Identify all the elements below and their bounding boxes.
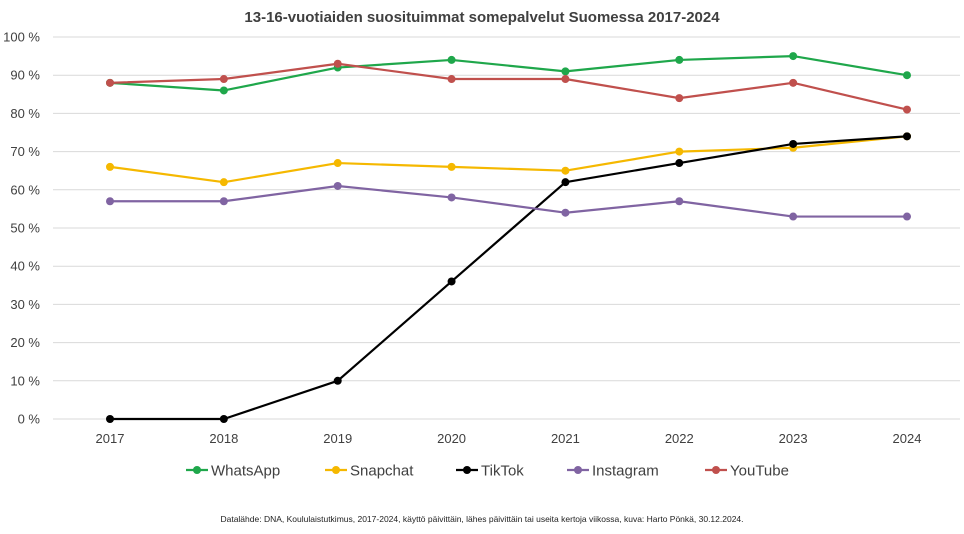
legend-label: Instagram	[592, 463, 659, 480]
data-point	[675, 159, 684, 168]
x-tick-label: 2021	[551, 431, 580, 446]
series-snapchat	[106, 132, 911, 187]
y-tick-label: 70 %	[10, 144, 40, 159]
series-line	[109, 62, 908, 111]
data-point	[106, 415, 114, 423]
data-point	[561, 166, 570, 175]
series-whatsapp	[106, 52, 911, 95]
legend-swatch-marker	[193, 466, 201, 474]
x-tick-label: 2019	[323, 431, 352, 446]
legend-swatch-marker	[574, 466, 582, 474]
source-note: Datalähde: DNA, Koululaistutkimus, 2017-…	[220, 514, 743, 524]
data-point	[789, 139, 798, 148]
data-point	[447, 162, 456, 171]
x-tick-label: 2022	[665, 431, 694, 446]
data-point	[333, 59, 342, 68]
data-point	[561, 208, 570, 217]
legend-swatch-marker	[332, 466, 340, 474]
legend-item: YouTube	[705, 463, 789, 480]
y-axis-ticks: 0 % 10 % 20 % 30 % 40 % 50 % 60 % 70 % 80 % 90 % 1…	[3, 30, 40, 427]
data-point	[219, 178, 228, 187]
data-point	[333, 376, 342, 385]
data-point	[789, 78, 798, 87]
data-point	[675, 94, 684, 103]
series-line	[110, 184, 907, 218]
data-point	[219, 75, 228, 84]
legend-label: TikTok	[481, 463, 524, 480]
y-tick-label: 100 %	[3, 30, 40, 45]
series-youtube	[106, 59, 911, 114]
data-point	[106, 78, 114, 87]
legend-label: Snapchat	[350, 463, 414, 480]
data-point	[903, 71, 911, 80]
data-point	[561, 178, 570, 187]
y-tick-label: 30 %	[10, 297, 40, 312]
data-point	[675, 55, 684, 64]
data-point	[903, 105, 911, 114]
data-point	[561, 67, 570, 76]
chart-title: 13-16-vuotiaiden suosituimmat somepalvel…	[244, 9, 720, 26]
series-line	[109, 135, 908, 184]
series-layer	[106, 52, 911, 423]
legend: WhatsApp Snapchat TikTok Instagram YouTube	[186, 463, 789, 480]
grid-lines	[53, 36, 960, 420]
legend-swatch-marker	[463, 466, 471, 474]
data-point	[675, 197, 684, 206]
data-point	[789, 212, 798, 221]
data-point	[903, 212, 911, 221]
data-point	[106, 197, 114, 206]
legend-label: WhatsApp	[211, 463, 280, 480]
series-tiktok	[106, 132, 911, 423]
data-point	[219, 415, 228, 423]
y-tick-label: 60 %	[10, 182, 40, 197]
legend-label: YouTube	[730, 463, 789, 480]
legend-item: TikTok	[456, 463, 524, 480]
data-point	[561, 75, 570, 84]
data-point	[903, 132, 911, 141]
data-point	[219, 197, 228, 206]
legend-item: WhatsApp	[186, 463, 280, 480]
x-tick-label: 2020	[437, 431, 466, 446]
data-point	[789, 52, 798, 61]
legend-item: Snapchat	[325, 463, 414, 480]
y-tick-label: 20 %	[10, 335, 40, 350]
y-tick-label: 90 %	[10, 68, 40, 83]
data-point	[106, 162, 114, 171]
series-line	[110, 135, 908, 421]
data-point	[447, 55, 456, 64]
data-point	[447, 193, 456, 202]
data-point	[333, 181, 342, 190]
y-tick-label: 50 %	[10, 221, 40, 236]
data-point	[675, 147, 684, 156]
x-tick-label: 2024	[893, 431, 922, 446]
data-point	[447, 277, 456, 286]
y-tick-label: 40 %	[10, 259, 40, 274]
legend-item: Instagram	[567, 463, 659, 480]
x-axis-ticks: 2017 2018 2019 2020 2021 2022 2023 2024	[96, 431, 922, 446]
y-tick-label: 0 %	[18, 412, 41, 427]
x-tick-label: 2017	[96, 431, 125, 446]
series-instagram	[106, 181, 911, 221]
legend-swatch-marker	[712, 466, 720, 474]
x-tick-label: 2023	[779, 431, 808, 446]
data-point	[219, 86, 228, 95]
x-tick-label: 2018	[209, 431, 238, 446]
y-tick-label: 80 %	[10, 106, 40, 121]
y-tick-label: 10 %	[10, 373, 40, 388]
data-point	[333, 159, 342, 168]
data-point	[447, 75, 456, 84]
series-line	[109, 54, 908, 92]
